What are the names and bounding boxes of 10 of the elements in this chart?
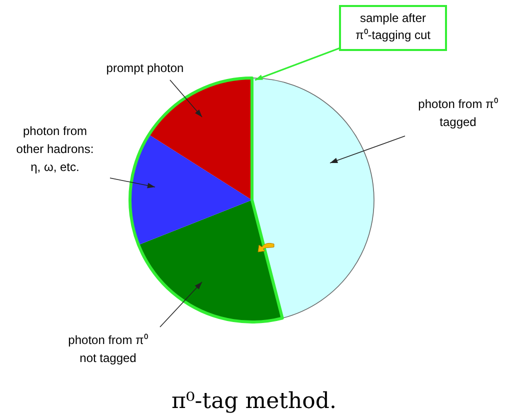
slice-label: photon from π⁰ not tagged — [68, 333, 148, 365]
slice-label: prompt photon — [106, 61, 184, 75]
slice-label: photon from π⁰ tagged — [418, 97, 498, 129]
pie-slice — [138, 200, 282, 322]
text: π⁰-tag method. — [172, 389, 336, 414]
pie-slice — [148, 78, 252, 200]
slice-label: photon from other hadrons: η, ω, etc. — [16, 124, 94, 174]
pie-slice — [252, 78, 374, 319]
text: sample after π⁰-tagging cut — [356, 11, 432, 42]
pie-slice — [130, 134, 252, 245]
